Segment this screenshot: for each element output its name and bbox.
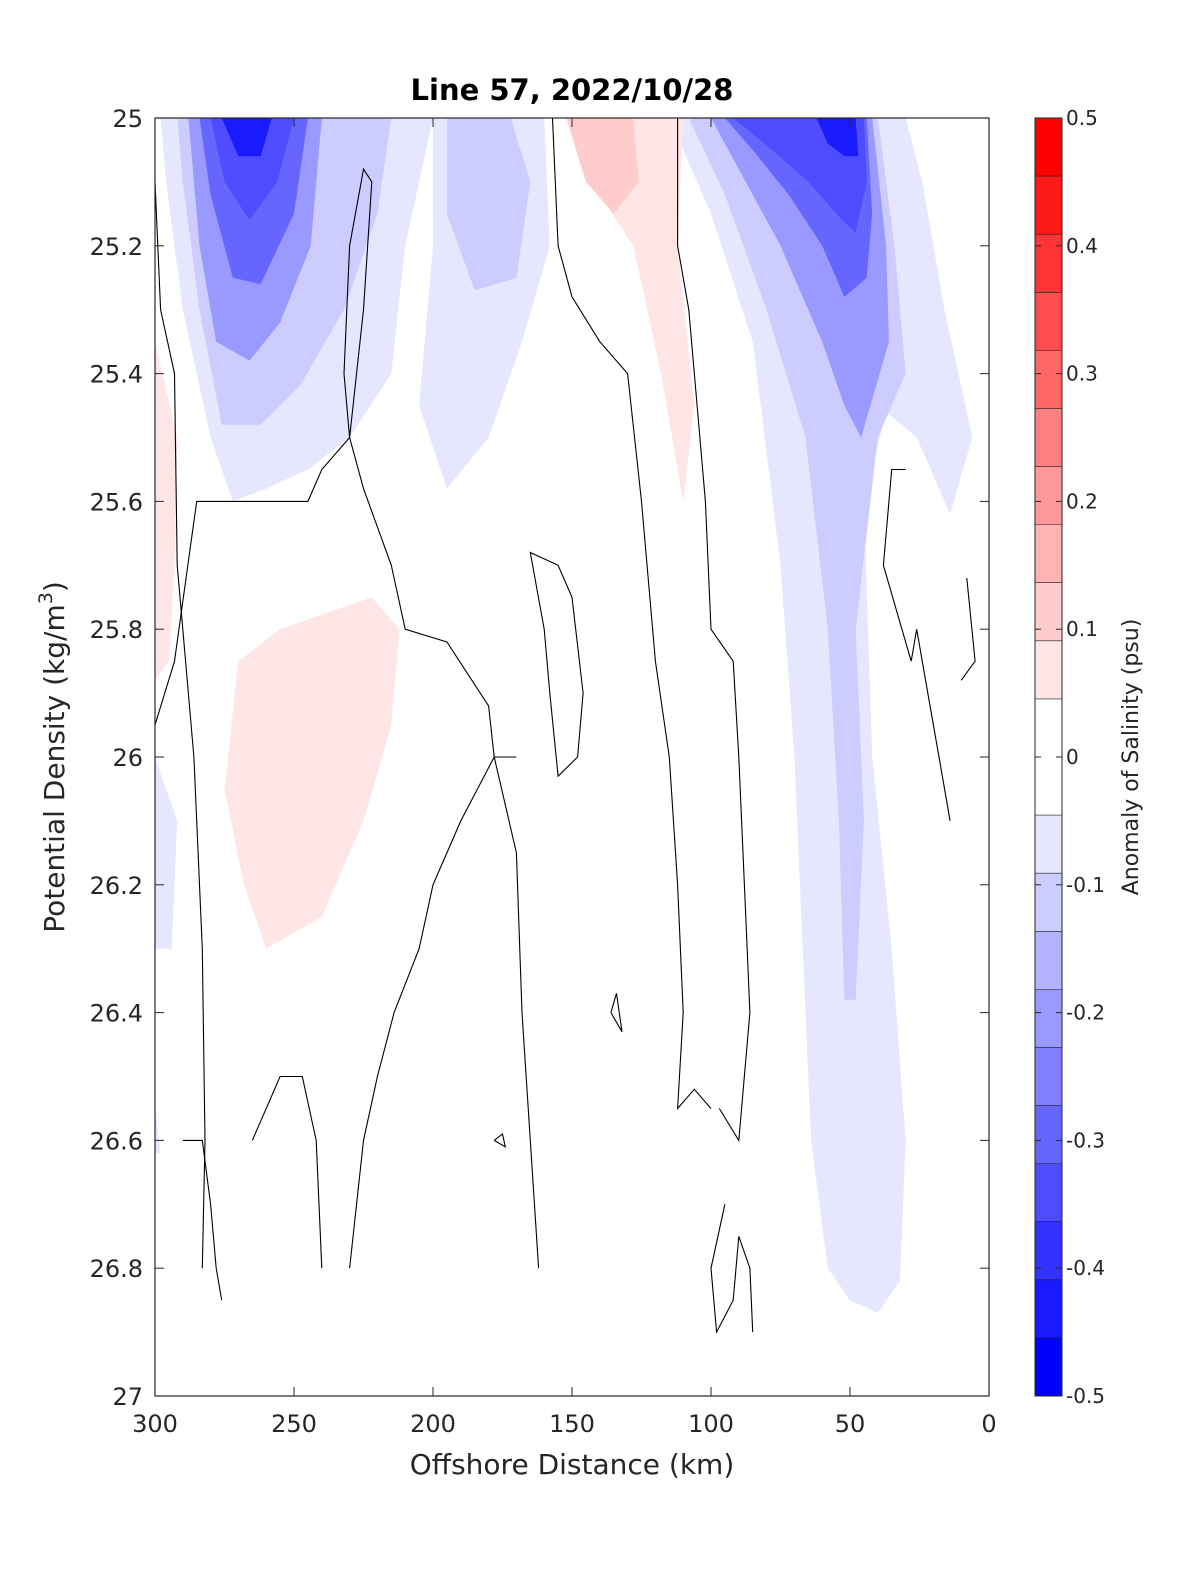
colorbar-tick-label: 0.1 bbox=[1066, 617, 1098, 641]
zero-contour-line-0 bbox=[155, 181, 206, 1269]
colorbar: 0.5 0.4 0.3 0.2 0.1 0 -0.1 -0.2 -0.3 -0.4 -0.5 Ano… bbox=[1034, 106, 1144, 1408]
contour-region-offshore-band-5 bbox=[210, 118, 294, 221]
colorbar-swatch bbox=[1035, 757, 1062, 816]
y-axis-title-main: Potential Density (kg/m bbox=[38, 604, 71, 933]
x-tick-label: 200 bbox=[410, 1410, 456, 1438]
y-axis-title: Potential Density (kg/m3) bbox=[35, 581, 71, 933]
y-axis-title-superscript: 3 bbox=[35, 592, 57, 604]
colorbar-swatch bbox=[1035, 698, 1062, 758]
x-tick-label: 0 bbox=[981, 1410, 996, 1438]
y-tick-label: 26 bbox=[112, 744, 143, 772]
y-tick-label: 25 bbox=[112, 105, 143, 133]
contour-region-positive-left-lobe bbox=[155, 341, 178, 681]
x-tick-label: 100 bbox=[688, 1410, 734, 1438]
contour-region-mid-band-2 bbox=[446, 118, 531, 291]
y-axis-title-tail: ) bbox=[38, 581, 71, 592]
zero-contour-line-1 bbox=[155, 167, 540, 1269]
colorbar-swatch bbox=[1035, 292, 1062, 351]
y-tick-label: 26.4 bbox=[90, 1000, 143, 1028]
contour-region-nearshore-negative-core bbox=[669, 118, 973, 1313]
zero-contour-line-12 bbox=[493, 1133, 507, 1148]
colorbar-swatch bbox=[1035, 1105, 1062, 1165]
x-tick-label: 300 bbox=[132, 1410, 178, 1438]
zero-contour-line-9 bbox=[882, 468, 951, 821]
contour-line-layer bbox=[155, 118, 976, 1335]
colorbar-swatch bbox=[1035, 582, 1062, 642]
colorbar-swatches bbox=[1035, 118, 1062, 1397]
colorbar-swatch bbox=[1035, 350, 1062, 409]
colorbar-tick-label: 0.3 bbox=[1066, 362, 1098, 386]
colorbar-tick-label: -0.1 bbox=[1066, 873, 1105, 897]
y-axis: 25 25.2 25.4 25.6 25.8 26 26.2 26.4 26.6 26.8 27 bbox=[90, 105, 989, 1411]
colorbar-title: Anomaly of Salinity (psu) bbox=[1119, 619, 1144, 896]
contour-region-nearshore-band-6 bbox=[816, 118, 859, 157]
contour-region-positive-mid-blob bbox=[224, 597, 400, 949]
x-tick-label: 250 bbox=[271, 1410, 317, 1438]
zero-contour-line-11 bbox=[610, 993, 623, 1033]
colorbar-tick-label: 0.2 bbox=[1066, 489, 1098, 513]
zero-contour-line-8 bbox=[710, 1204, 754, 1335]
colorbar-swatch bbox=[1035, 118, 1062, 177]
y-tick-label: 27 bbox=[112, 1383, 143, 1411]
contour-region-left-low-negative bbox=[155, 757, 178, 949]
colorbar-swatch bbox=[1035, 1047, 1062, 1107]
colorbar-tick-label: 0 bbox=[1066, 745, 1079, 769]
colorbar-tick-label: 0.4 bbox=[1066, 234, 1098, 258]
chart-title: Line 57, 2022/10/28 bbox=[411, 73, 734, 107]
zero-contour-line-3 bbox=[251, 1075, 323, 1269]
x-tick-label: 150 bbox=[549, 1410, 595, 1438]
y-tick-label: 25.2 bbox=[90, 233, 143, 261]
y-tick-label: 26.8 bbox=[90, 1255, 143, 1283]
contour-fill-layer bbox=[155, 118, 973, 1313]
x-axis: 300 250 200 150 100 50 0 bbox=[132, 118, 997, 1438]
colorbar-swatch bbox=[1035, 466, 1062, 526]
zero-contour-line-2 bbox=[182, 1139, 223, 1301]
colorbar-tick-label: -0.4 bbox=[1066, 1256, 1105, 1280]
zero-contour-line-10 bbox=[960, 578, 976, 681]
colorbar-swatch bbox=[1035, 1163, 1062, 1223]
colorbar-swatch bbox=[1035, 1337, 1062, 1397]
colorbar-tick-label: -0.3 bbox=[1066, 1128, 1105, 1152]
plot-area: 300 250 200 150 100 50 0 2525.225.425.625.8262… bbox=[90, 105, 997, 1438]
y-tick-label: 25.4 bbox=[90, 361, 143, 389]
colorbar-tick-label: 0.5 bbox=[1066, 106, 1098, 130]
colorbar-swatch bbox=[1035, 1221, 1062, 1281]
colorbar-swatch bbox=[1035, 524, 1062, 584]
colorbar-swatch bbox=[1035, 1279, 1062, 1339]
contour-region-offshore-band-6 bbox=[221, 118, 272, 157]
y-tick-label: 26.2 bbox=[90, 872, 143, 900]
zero-contour-line-4 bbox=[349, 756, 517, 1269]
colorbar-swatch bbox=[1035, 234, 1062, 293]
zero-contour-line-7 bbox=[677, 118, 751, 1143]
colorbar-tick-label: -0.2 bbox=[1066, 1001, 1105, 1025]
zero-contour-line-6 bbox=[551, 118, 712, 1111]
colorbar-swatch bbox=[1035, 640, 1062, 700]
x-axis-title: Offshore Distance (km) bbox=[410, 1448, 735, 1481]
y-tick-label: 26.6 bbox=[90, 1127, 143, 1155]
x-tick-label: 50 bbox=[835, 1410, 866, 1438]
colorbar-tick-label: -0.5 bbox=[1066, 1384, 1105, 1408]
contour-region-positive-top-center bbox=[566, 118, 695, 502]
colorbar-swatch bbox=[1035, 815, 1062, 874]
colorbar-swatch bbox=[1035, 176, 1062, 235]
y-tick-label: 25.8 bbox=[90, 616, 143, 644]
colorbar-swatch bbox=[1035, 989, 1062, 1048]
contour-region-positive-top-center-core bbox=[566, 118, 639, 214]
colorbar-swatch bbox=[1035, 931, 1062, 990]
colorbar-ticks: 0.5 0.4 0.3 0.2 0.1 0 -0.1 -0.2 -0.3 -0.4 -0.5 bbox=[1035, 106, 1105, 1408]
contour-region-left-bottom-negative bbox=[155, 1108, 161, 1154]
zero-contour-line-5 bbox=[529, 551, 584, 778]
y-tick-label: 25.6 bbox=[90, 488, 143, 516]
colorbar-swatch bbox=[1035, 408, 1062, 468]
colorbar-swatch bbox=[1035, 873, 1062, 932]
